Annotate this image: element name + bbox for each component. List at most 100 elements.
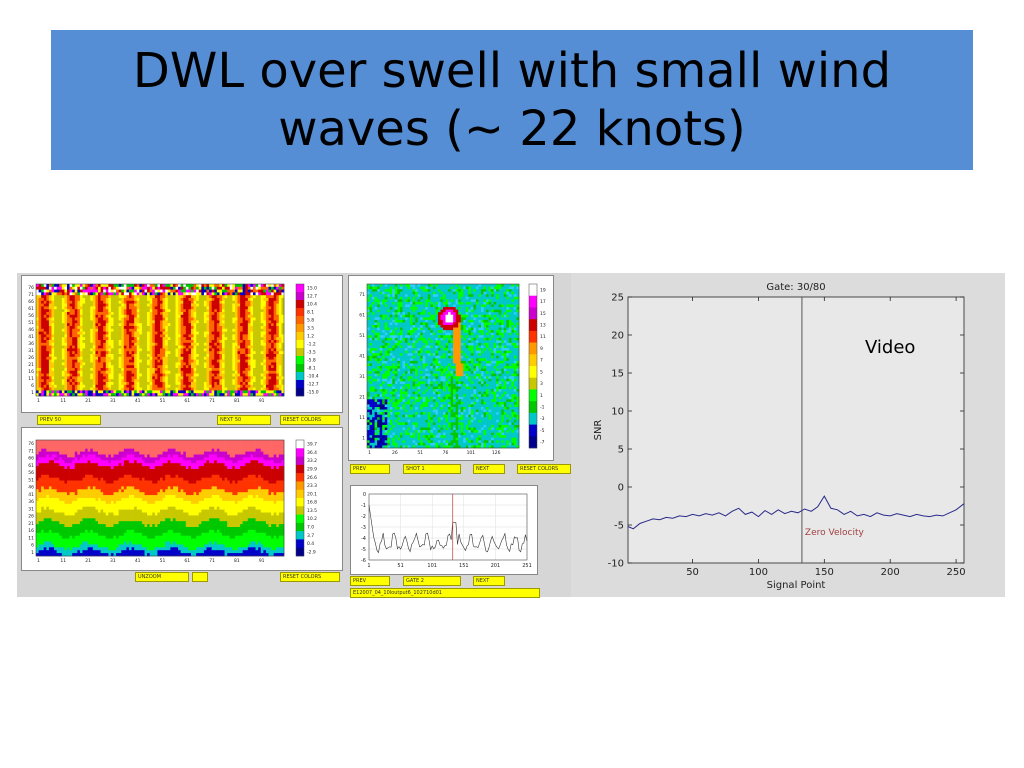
heatmap-cell [172, 466, 176, 470]
heatmap-cell [51, 303, 55, 307]
heatmap-cell [206, 303, 210, 307]
heatmap-cell [214, 451, 218, 455]
prev-50-button[interactable]: PREV 50 [37, 415, 101, 425]
heatmap-cell [95, 312, 99, 316]
heatmap-cell [141, 295, 145, 299]
heatmap-cell [206, 376, 210, 380]
heatmap-cell [183, 440, 187, 444]
heatmap-cell [46, 471, 50, 476]
heatmap-cell [253, 445, 256, 449]
heatmap-cell [56, 331, 60, 335]
heatmap-cell [157, 376, 161, 380]
heatmap-cell [118, 359, 122, 363]
heatmap-cell [250, 365, 254, 369]
heatmap-cell [72, 284, 76, 288]
heatmap-cell [110, 373, 114, 377]
heatmap-cell [253, 351, 256, 355]
heatmap-cell [43, 393, 47, 397]
heatmap-cell [131, 376, 135, 380]
heatmap-cell [268, 340, 272, 344]
heatmap-cell [59, 454, 63, 458]
heatmap-cell [38, 390, 42, 394]
heatmap-cell [118, 445, 122, 449]
heatmap-cell [198, 284, 202, 288]
heatmap-cell [144, 326, 148, 330]
heatmap-cell [38, 362, 42, 366]
heatmap-cell [152, 345, 156, 349]
heatmap-cell [170, 379, 174, 383]
heatmap-cell [51, 384, 55, 388]
heatmap-cell [69, 390, 73, 394]
heatmap-cell [147, 351, 150, 355]
heatmap-cell [167, 326, 171, 330]
heatmap-cell [260, 469, 264, 473]
heatmap-cell [160, 469, 163, 473]
heatmap-cell [209, 312, 212, 316]
heatmap-cell [139, 393, 143, 397]
heatmap-cell [263, 295, 267, 299]
heatmap-cell [276, 359, 280, 363]
heatmap-cell [211, 317, 215, 321]
heatmap-cell [69, 312, 73, 316]
heatmap-cell [201, 368, 205, 372]
heatmap-cell [209, 300, 212, 304]
heatmap-cell [105, 317, 109, 321]
heatmap-cell [64, 445, 68, 449]
heatmap-cell [98, 442, 101, 447]
heatmap-cell [131, 289, 135, 293]
heatmap-cell [95, 331, 99, 335]
heatmap-cell [144, 384, 148, 388]
heatmap-cell [242, 323, 246, 327]
heatmap-cell [224, 387, 228, 391]
heatmap-cell [90, 345, 94, 349]
heatmap-cell [82, 326, 86, 330]
heatmap-cell [154, 451, 158, 455]
heatmap-cell [157, 342, 161, 346]
heatmap-cell [59, 328, 63, 332]
heatmap-cell [237, 469, 241, 473]
heatmap-cell [108, 306, 112, 310]
heatmap-cell [191, 314, 194, 318]
heatmap-cell [162, 342, 166, 346]
heatmap-cell [108, 373, 112, 377]
heatmap-cell [72, 457, 76, 461]
heatmap-cell [201, 320, 205, 324]
heatmap-cell [147, 340, 150, 344]
heatmap-cell [172, 340, 176, 344]
heatmap-cell [188, 451, 192, 455]
heatmap-cell [178, 292, 181, 296]
heatmap-cell [136, 289, 140, 293]
heatmap-cell [247, 448, 251, 452]
heatmap-cell [170, 382, 174, 386]
heatmap-cell [198, 451, 202, 455]
heatmap-cell [51, 340, 55, 344]
heatmap-cell [273, 306, 277, 310]
heatmap-cell [175, 356, 179, 360]
heatmap-cell [211, 337, 215, 341]
heatmap-cell [196, 359, 200, 363]
heatmap-cell [141, 382, 145, 386]
heatmap-cell [206, 370, 210, 374]
heatmap-cell [105, 440, 109, 444]
next-50-button[interactable]: NEXT 50 [217, 415, 271, 425]
heatmap-cell [281, 359, 285, 363]
heatmap-cell [258, 365, 262, 369]
heatmap-cell [36, 303, 39, 307]
heatmap-cell [219, 362, 223, 366]
heatmap-cell [222, 387, 225, 391]
reset-colors-button[interactable]: RESET COLORS [280, 415, 340, 425]
heatmap-cell [38, 300, 42, 304]
heatmap-cell [74, 286, 78, 290]
heatmap-cell [90, 451, 94, 455]
heatmap-cell [227, 440, 231, 444]
heatmap-cell [118, 295, 122, 299]
heatmap-cell [129, 345, 132, 349]
heatmap-cell [121, 384, 125, 388]
heatmap-cell [227, 451, 231, 455]
heatmap-cell [276, 368, 280, 372]
heatmap-cell [276, 309, 280, 313]
heatmap-cell [46, 469, 50, 473]
heatmap-cell [214, 289, 218, 293]
heatmap-cell [51, 368, 55, 372]
heatmap-cell [271, 337, 274, 341]
